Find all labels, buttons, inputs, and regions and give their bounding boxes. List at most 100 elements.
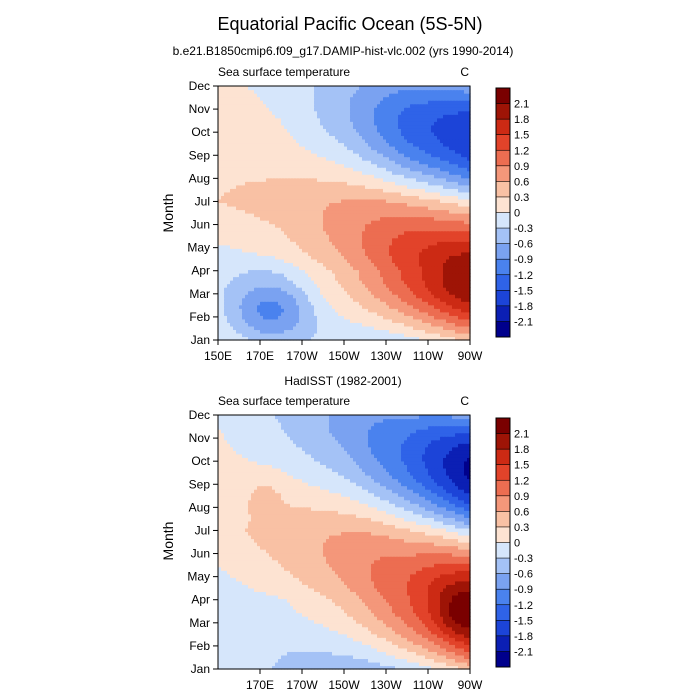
sst-cell <box>377 322 381 327</box>
sst-cell <box>416 332 420 338</box>
sst-cell <box>446 301 450 306</box>
sst-cell <box>278 283 282 288</box>
sst-cell <box>218 294 222 299</box>
sst-cell <box>335 318 339 323</box>
sst-cell <box>227 318 231 323</box>
sst-cell <box>341 290 345 295</box>
sst-cell <box>428 269 432 274</box>
sst-cell <box>353 262 357 267</box>
sst-cell <box>257 258 261 263</box>
sst-cell <box>284 272 288 278</box>
sst-cell <box>308 265 312 271</box>
sst-cell <box>326 318 330 323</box>
sst-cell <box>287 283 291 288</box>
sst-cell <box>251 329 255 334</box>
sst-cell <box>230 269 234 274</box>
sst-cell <box>464 308 468 313</box>
sst-cell <box>260 304 264 309</box>
sst-cell <box>428 276 432 281</box>
sst-cell <box>386 294 390 299</box>
sst-cell <box>434 276 438 281</box>
sst-cell <box>380 290 384 295</box>
sst-cell <box>407 280 411 285</box>
sst-cell <box>365 336 369 341</box>
sst-cell <box>347 332 351 338</box>
sst-cell <box>290 297 294 302</box>
sst-cell <box>437 336 441 341</box>
sst-cell <box>353 276 357 281</box>
sst-cell <box>257 301 261 306</box>
sst-cell <box>455 325 459 331</box>
sst-cell <box>287 262 291 267</box>
sst-cell <box>413 276 417 281</box>
sst-cell <box>311 297 315 302</box>
sst-cell <box>287 336 291 341</box>
sst-cell <box>338 329 342 334</box>
sst-cell <box>416 311 420 316</box>
sst-cell <box>227 325 231 331</box>
sst-cell <box>365 294 369 299</box>
sst-cell <box>380 318 384 323</box>
sst-cell <box>341 329 345 334</box>
sst-cell <box>440 294 444 299</box>
sst-cell <box>416 294 420 299</box>
sst-cell <box>272 290 276 295</box>
sst-cell <box>458 304 462 309</box>
sst-cell <box>383 276 387 281</box>
sst-cell <box>419 276 423 281</box>
sst-cell <box>278 308 282 313</box>
sst-cell <box>260 336 264 341</box>
sst-cell <box>290 272 294 278</box>
sst-cell <box>236 272 240 278</box>
sst-cell <box>350 308 354 313</box>
sst-cell <box>359 318 363 323</box>
sst-cell <box>389 294 393 299</box>
sst-cell <box>287 315 291 320</box>
sst-cell <box>263 269 267 274</box>
sst-cell <box>422 315 426 320</box>
sst-cell <box>275 304 279 309</box>
sst-cell <box>395 318 399 323</box>
sst-cell <box>311 283 315 288</box>
sst-cell <box>404 304 408 309</box>
sst-cell <box>407 262 411 267</box>
sst-cell <box>383 297 387 302</box>
sst-cell <box>236 297 240 302</box>
sst-cell <box>362 269 366 274</box>
sst-cell <box>254 269 258 274</box>
sst-cell <box>350 280 354 285</box>
sst-cell <box>299 304 303 309</box>
sst-cell <box>236 258 240 263</box>
sst-cell <box>398 318 402 323</box>
sst-cell <box>257 336 261 341</box>
sst-cell <box>326 280 330 285</box>
sst-cell <box>350 311 354 316</box>
sst-cell <box>281 329 285 334</box>
sst-cell <box>452 294 456 299</box>
sst-cell <box>251 276 255 281</box>
sst-cell <box>341 325 345 331</box>
sst-cell <box>398 329 402 334</box>
sst-cell <box>233 332 237 338</box>
sst-cell <box>236 294 240 299</box>
sst-cell <box>272 308 276 313</box>
sst-cell <box>407 332 411 338</box>
sst-cell <box>302 322 306 327</box>
sst-cell <box>428 265 432 271</box>
sst-cell <box>272 294 276 299</box>
sst-cell <box>389 318 393 323</box>
sst-cell <box>431 336 435 341</box>
sst-cell <box>275 276 279 281</box>
sst-cell <box>308 287 312 292</box>
sst-cell <box>317 332 321 338</box>
sst-cell <box>449 283 453 288</box>
sst-cell <box>362 294 366 299</box>
sst-cell <box>293 272 297 278</box>
sst-cell <box>371 265 375 271</box>
sst-cell <box>317 308 321 313</box>
sst-cell <box>413 265 417 271</box>
sst-cell <box>308 315 312 320</box>
sst-cell <box>221 322 225 327</box>
sst-cell <box>386 308 390 313</box>
sst-cell <box>407 329 411 334</box>
